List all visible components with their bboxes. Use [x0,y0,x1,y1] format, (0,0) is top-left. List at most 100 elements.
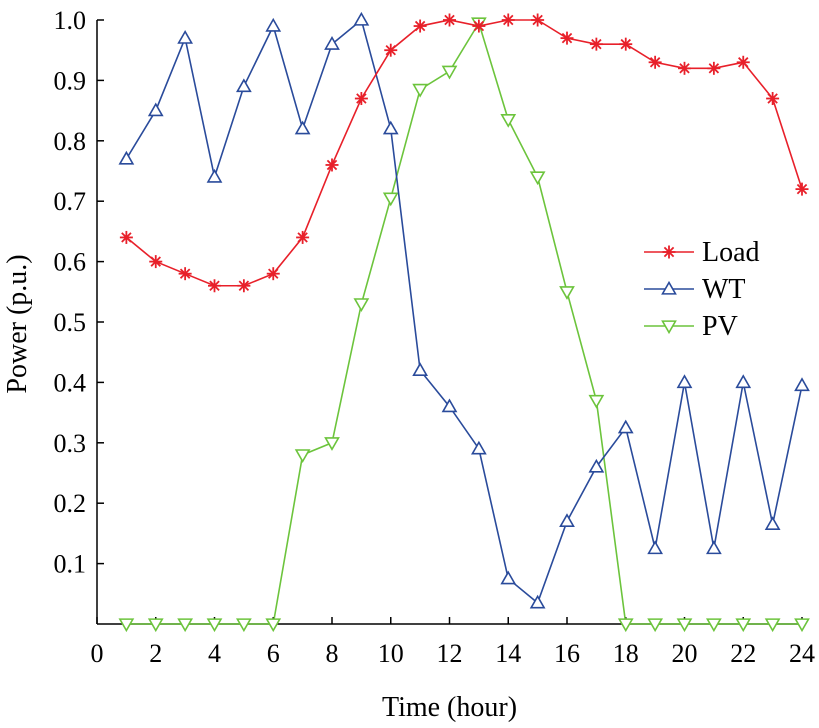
series-line-load [125,19,803,287]
data-point-load [178,267,192,281]
data-point-load [384,43,398,57]
data-point-load [472,19,486,33]
x-tick-label: 24 [789,639,815,668]
series-load [119,13,809,293]
data-point-pv [118,618,135,633]
series-line-pv [126,21,802,625]
x-axis-ticks: 0 2 4 6 8 10 12 14 16 18 20 22 24 [91,617,815,668]
data-point-load [296,230,310,244]
y-axis-ticks: 0.1 0.2 0.3 0.4 0.5 0.6 0.7 0.8 0.9 1.0 [54,6,104,579]
data-point-pv [588,394,605,409]
series-wt [118,11,810,609]
data-point-wt [294,120,311,135]
x-tick-label: 0 [91,639,104,668]
data-point-wt [147,102,164,117]
data-point-pv [294,449,311,463]
y-tick-label: 0.5 [54,308,87,337]
data-point-load [589,37,603,51]
legend-swatch-marker [661,320,677,335]
y-tick-label: 0.7 [54,187,87,216]
data-point-load [237,279,251,293]
data-point-pv [353,298,370,312]
data-point-wt [529,594,546,609]
data-point-wt [676,374,693,389]
data-point-load [795,182,809,196]
series-line-wt [125,18,803,605]
data-point-load [648,55,662,69]
legend-swatch-marker [662,245,676,259]
data-point-pv [764,618,781,633]
y-tick-label: 0.8 [54,127,87,156]
data-point-pv [147,618,164,633]
y-tick-label: 0.1 [54,550,87,579]
y-tick-label: 0.9 [54,66,87,95]
data-point-pv [177,618,194,633]
data-point-load [149,255,163,269]
data-point-pv [412,83,429,98]
data-point-load [413,19,427,33]
data-point-load [501,13,515,27]
data-point-load [531,13,545,27]
data-point-load [736,55,750,69]
data-point-wt [382,120,399,135]
x-tick-label: 8 [326,639,339,668]
y-tick-label: 0.6 [54,248,87,277]
legend-label: Load [702,237,760,268]
data-point-pv [324,437,340,451]
data-point-wt [735,374,752,389]
x-axis-title: Time (hour) [382,692,517,723]
y-tick-label: 0.3 [54,429,87,458]
data-point-pv [559,286,575,300]
axes [96,20,802,625]
x-tick-label: 12 [437,639,463,668]
x-tick-label: 4 [208,639,221,668]
data-point-wt [647,540,664,555]
data-point-pv [206,618,223,633]
y-tick-label: 0.4 [54,368,87,397]
data-point-load [266,267,280,281]
legend-item-wt: WT [644,274,746,305]
data-point-load [560,31,574,45]
data-point-wt [206,168,223,183]
data-point-wt [353,11,370,26]
data-point-pv [794,618,810,633]
x-tick-label: 20 [672,639,698,668]
data-point-pv [265,618,282,633]
data-point-wt [324,36,340,50]
data-point-pv [235,618,252,633]
data-point-wt [705,540,722,555]
x-tick-label: 10 [378,639,404,668]
data-point-load [443,13,456,27]
series-layer [118,11,810,633]
legend-label: WT [702,274,746,305]
y-tick-label: 0.2 [54,489,87,518]
legend: Load WT PV [644,237,760,342]
data-point-load [707,61,721,75]
data-point-pv [529,171,546,186]
data-point-pv [647,618,664,633]
data-point-wt [559,513,575,527]
data-point-wt [794,377,810,392]
series-pv [118,17,810,633]
y-axis-title: Power (p.u.) [2,254,33,393]
x-tick-label: 22 [730,639,756,668]
data-point-pv [382,192,399,207]
data-point-load [325,158,339,172]
legend-swatch-marker [661,280,677,295]
data-point-wt [588,458,605,473]
data-point-wt [235,78,252,93]
legend-item-pv: PV [644,311,738,342]
x-tick-label: 2 [149,639,162,668]
data-point-wt [500,570,517,585]
data-point-load [678,61,691,75]
data-point-wt [265,17,282,32]
data-point-wt [617,419,634,434]
data-point-pv [676,618,693,633]
legend-label: PV [702,311,738,342]
x-tick-label: 14 [495,639,521,668]
x-tick-label: 6 [267,639,280,668]
data-point-pv [441,65,458,80]
data-point-load [354,92,368,106]
data-point-pv [500,113,517,128]
